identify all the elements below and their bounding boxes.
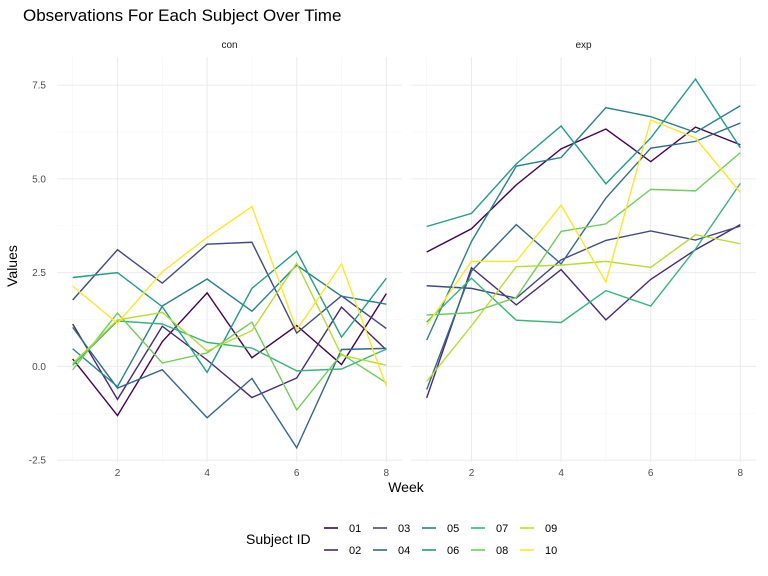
legend-item-09: 09 [520, 523, 557, 535]
legend-item-08: 08 [471, 545, 508, 557]
series-line-con-10 [72, 205, 387, 387]
legend-item-06: 06 [422, 545, 459, 557]
legend-items: 01 02 03 04 05 06 07 08 09 10 [324, 523, 557, 557]
series-line-con-09 [72, 261, 387, 366]
legend-label: 01 [349, 523, 361, 535]
legend-label: 02 [349, 545, 361, 557]
x-tick-label: 4 [204, 468, 210, 479]
series-line-exp-02 [426, 224, 741, 399]
x-tick-label: 6 [294, 468, 300, 479]
y-axis-title: Values [4, 245, 20, 287]
panel-con: con 2 4 6 8 -2.5 0.0 2.5 5.0 7.5 [29, 40, 402, 479]
series-line-con-06 [72, 250, 387, 374]
series-line-exp-08 [426, 152, 741, 316]
x-tick-label: 2 [469, 468, 475, 479]
facet-label-exp: exp [575, 40, 592, 51]
legend-label: 10 [545, 545, 557, 557]
legend-label: 06 [447, 545, 459, 557]
y-tick-label: 0.0 [32, 362, 46, 373]
series-line-exp-07 [426, 182, 741, 324]
series-line-exp-09 [426, 234, 741, 382]
x-tick-label: 2 [115, 468, 121, 479]
y-tick-label: 7.5 [32, 81, 46, 92]
legend-item-02: 02 [324, 545, 361, 557]
legend-item-07: 07 [471, 523, 508, 535]
legend: Subject ID 01 02 03 04 05 06 07 08 09 10 [246, 523, 557, 557]
panel-exp: exp 2 4 6 8 [411, 40, 756, 479]
series-line-exp-03 [426, 225, 741, 299]
legend-label: 03 [398, 523, 410, 535]
y-tick-label: -2.5 [29, 456, 47, 467]
x-tick-label: 6 [648, 468, 654, 479]
y-tick-label: 2.5 [32, 268, 46, 279]
x-axis-title: Week [388, 479, 425, 495]
facet-label-con: con [221, 40, 237, 51]
series-line-con-04 [72, 326, 387, 450]
legend-item-05: 05 [422, 523, 459, 535]
legend-item-10: 10 [520, 545, 557, 557]
legend-item-04: 04 [373, 545, 410, 557]
series-line-con-08 [72, 312, 387, 412]
series-line-con-05 [72, 264, 387, 388]
legend-item-01: 01 [324, 523, 361, 535]
x-tick-label: 8 [738, 468, 744, 479]
x-tick-label: 8 [384, 468, 390, 479]
series-line-exp-04 [426, 122, 741, 390]
series-line-con-03 [72, 241, 387, 335]
chart-title: Observations For Each Subject Over Time [23, 6, 341, 25]
x-tick-label: 4 [558, 468, 564, 479]
legend-title: Subject ID [246, 531, 311, 547]
legend-label: 08 [496, 545, 508, 557]
facet-panels: con 2 4 6 8 -2.5 0.0 2.5 5.0 7.5 exp 2 4 6 8 [29, 40, 756, 479]
legend-label: 05 [447, 523, 459, 535]
legend-label: 09 [545, 523, 557, 535]
series-line-exp-01 [426, 126, 741, 253]
series-line-con-01 [72, 291, 387, 417]
series-line-exp-05 [426, 105, 741, 341]
legend-label: 04 [398, 545, 410, 557]
series-line-con-02 [72, 306, 387, 401]
series-line-exp-10 [426, 119, 741, 326]
series-line-exp-06 [426, 77, 741, 228]
y-tick-label: 5.0 [32, 174, 46, 185]
legend-item-03: 03 [373, 523, 410, 535]
legend-label: 07 [496, 523, 508, 535]
